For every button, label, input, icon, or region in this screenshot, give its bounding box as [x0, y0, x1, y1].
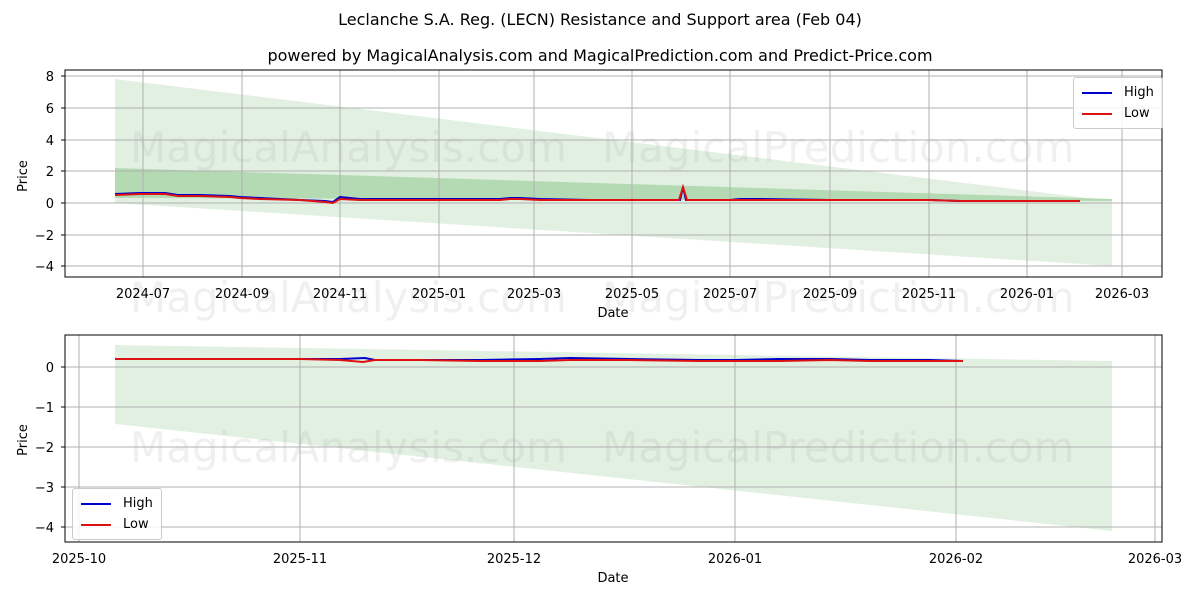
support-band [115, 345, 1112, 531]
outer-band [115, 79, 1112, 266]
svg-text:6: 6 [46, 102, 54, 117]
y-axis-ticks: 8 6 4 2 0 −2 −4 [35, 70, 54, 275]
svg-text:0: 0 [46, 361, 54, 376]
svg-text:2026-01: 2026-01 [708, 552, 762, 567]
svg-text:−2: −2 [35, 229, 54, 244]
legend-item-low: Low [1082, 103, 1154, 124]
high-swatch-icon [81, 502, 111, 505]
plot-frame [64, 334, 1163, 543]
svg-text:−1: −1 [35, 401, 54, 416]
svg-text:2024-07: 2024-07 [116, 287, 170, 302]
svg-text:−3: −3 [35, 481, 54, 496]
y-tick-marks [61, 366, 65, 528]
svg-text:−4: −4 [35, 260, 54, 275]
top-legend: High Low [1073, 77, 1163, 129]
svg-text:2026-02: 2026-02 [929, 552, 983, 567]
y-tick-marks [61, 75, 65, 267]
high-swatch-icon [1082, 91, 1112, 94]
bottom-chart: MagicalAnalysis.com MagicalPrediction.co… [16, 334, 1182, 586]
svg-text:2025-03: 2025-03 [507, 287, 561, 302]
svg-text:2024-11: 2024-11 [313, 287, 367, 302]
svg-text:2026-01: 2026-01 [1000, 287, 1054, 302]
bottom-legend: High Low [72, 488, 162, 540]
svg-text:2025-11: 2025-11 [902, 287, 956, 302]
svg-text:2025-12: 2025-12 [487, 552, 541, 567]
svg-text:−2: −2 [35, 441, 54, 456]
y-axis-label: Price [16, 424, 31, 456]
chart-subtitle: powered by MagicalAnalysis.com and Magic… [267, 46, 933, 65]
svg-text:2025-09: 2025-09 [803, 287, 857, 302]
svg-text:2: 2 [46, 165, 54, 180]
watermark: MagicalPrediction.com [602, 123, 1075, 172]
legend-item-high: High [81, 493, 153, 514]
svg-text:−4: −4 [35, 521, 54, 536]
low-swatch-icon [81, 523, 111, 526]
x-axis-label: Date [597, 306, 628, 321]
inner-band [115, 168, 1112, 201]
x-axis-ticks: 2025-10 2025-11 2025-12 2026-01 2026-02 … [52, 552, 1182, 567]
svg-text:2026-03: 2026-03 [1128, 552, 1182, 567]
svg-text:2025-11: 2025-11 [273, 552, 327, 567]
x-axis-label: Date [597, 571, 628, 586]
plot-frame [64, 69, 1163, 278]
svg-text:2025-01: 2025-01 [412, 287, 466, 302]
x-axis-ticks: 2024-07 2024-09 2024-11 2025-01 2025-03 … [116, 287, 1149, 302]
legend-item-high: High [1082, 82, 1154, 103]
chart-title: Leclanche S.A. Reg. (LECN) Resistance an… [338, 10, 862, 29]
svg-text:2026-03: 2026-03 [1095, 287, 1149, 302]
watermark: MagicalPrediction.com [602, 273, 1075, 322]
legend-item-low: Low [81, 514, 153, 535]
y-axis-label: Price [16, 160, 31, 192]
low-line [114, 183, 1080, 205]
grid [65, 70, 1162, 277]
svg-text:0: 0 [46, 197, 54, 212]
watermark: MagicalAnalysis.com [130, 123, 567, 172]
top-chart: MagicalAnalysis.com MagicalPrediction.co… [16, 69, 1163, 322]
svg-text:2025-10: 2025-10 [52, 552, 106, 567]
svg-text:2025-07: 2025-07 [703, 287, 757, 302]
watermark: MagicalAnalysis.com [130, 273, 567, 322]
y-axis-ticks: 0 −1 −2 −3 −4 [35, 361, 54, 536]
svg-text:2025-05: 2025-05 [605, 287, 659, 302]
low-swatch-icon [1082, 112, 1112, 115]
svg-text:2024-09: 2024-09 [215, 287, 269, 302]
svg-text:4: 4 [46, 134, 54, 149]
low-line [115, 358, 963, 364]
svg-text:8: 8 [46, 70, 54, 85]
grid [65, 335, 1162, 542]
